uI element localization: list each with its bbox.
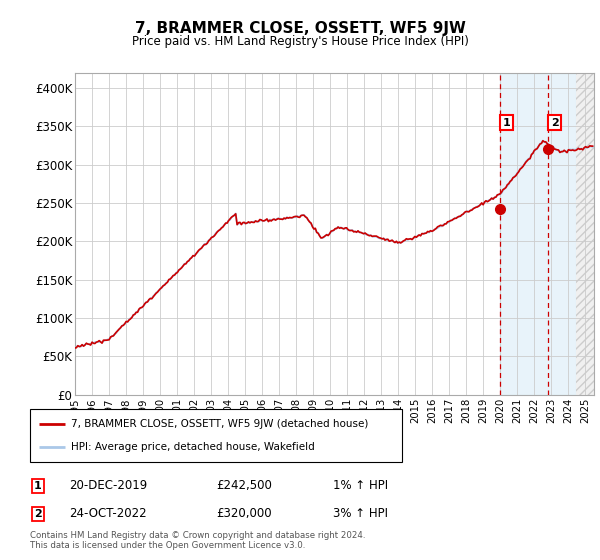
Text: 1: 1 xyxy=(34,480,41,491)
Text: £320,000: £320,000 xyxy=(216,507,272,520)
Text: 3% ↑ HPI: 3% ↑ HPI xyxy=(333,507,388,520)
Text: Price paid vs. HM Land Registry's House Price Index (HPI): Price paid vs. HM Land Registry's House … xyxy=(131,35,469,48)
Text: 2: 2 xyxy=(34,508,41,519)
Bar xyxy=(575,73,594,395)
Bar xyxy=(500,73,575,395)
Text: Contains HM Land Registry data © Crown copyright and database right 2024.
This d: Contains HM Land Registry data © Crown c… xyxy=(30,530,365,550)
Text: 24-OCT-2022: 24-OCT-2022 xyxy=(69,507,146,520)
Text: 20-DEC-2019: 20-DEC-2019 xyxy=(69,479,147,492)
Text: 1: 1 xyxy=(502,118,510,128)
Text: £242,500: £242,500 xyxy=(216,479,272,492)
Text: HPI: Average price, detached house, Wakefield: HPI: Average price, detached house, Wake… xyxy=(71,442,314,452)
Text: 1% ↑ HPI: 1% ↑ HPI xyxy=(333,479,388,492)
Text: 7, BRAMMER CLOSE, OSSETT, WF5 9JW (detached house): 7, BRAMMER CLOSE, OSSETT, WF5 9JW (detac… xyxy=(71,419,368,429)
Text: 7, BRAMMER CLOSE, OSSETT, WF5 9JW: 7, BRAMMER CLOSE, OSSETT, WF5 9JW xyxy=(134,21,466,36)
Text: 2: 2 xyxy=(551,118,559,128)
FancyBboxPatch shape xyxy=(30,409,402,462)
